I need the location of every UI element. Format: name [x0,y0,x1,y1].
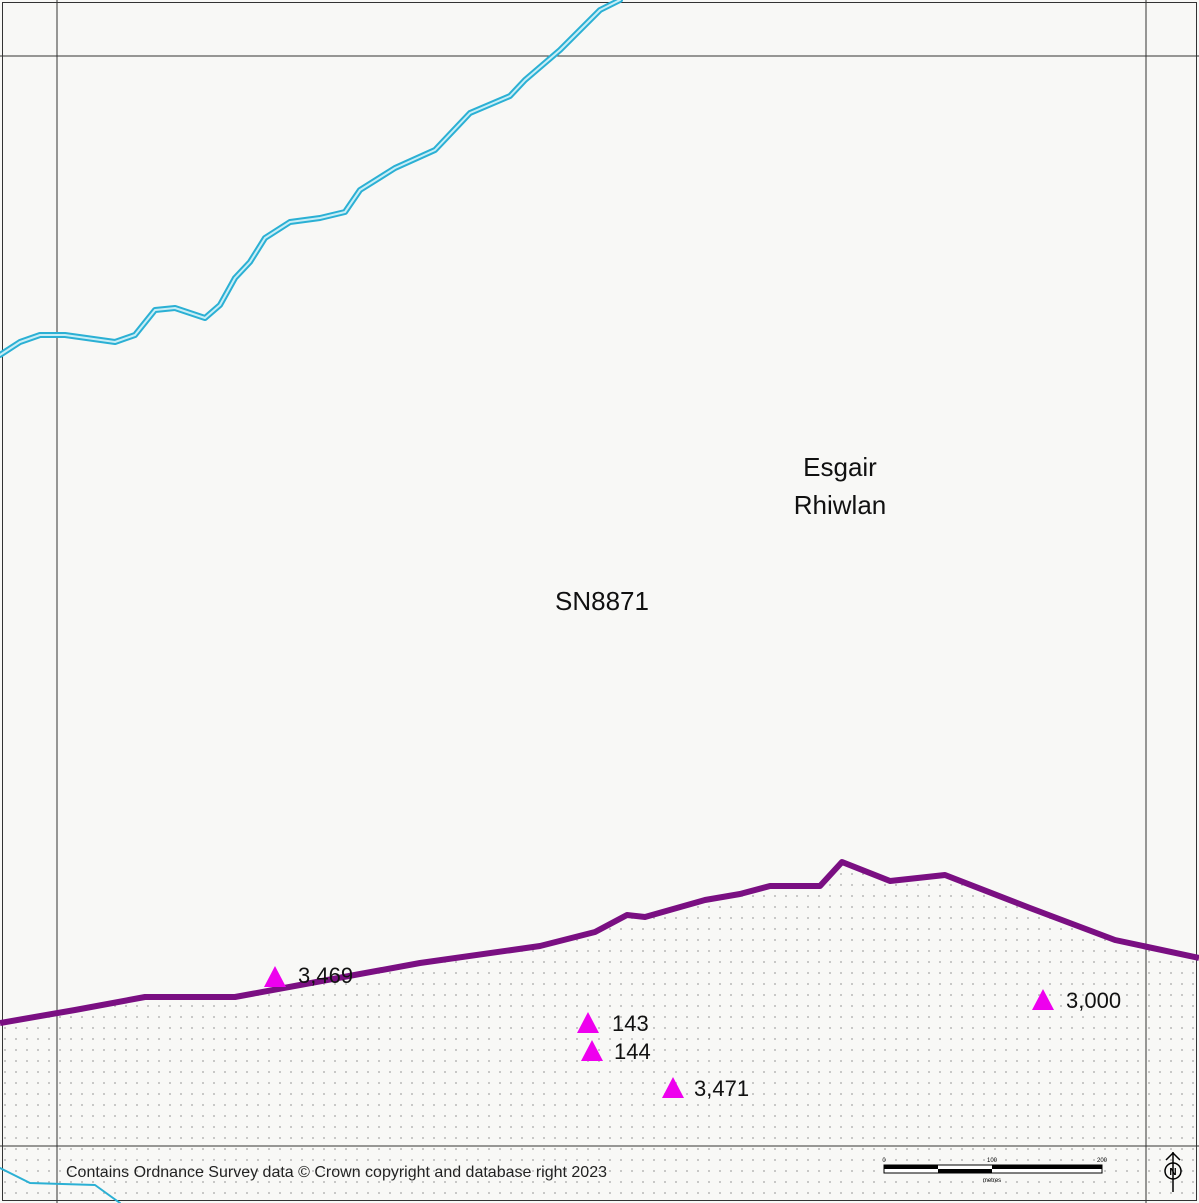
scale-bar-segment [884,1165,938,1169]
spot-height-marker [662,1077,684,1098]
north-label: N [1169,1167,1176,1178]
scale-bar-segment [938,1169,992,1173]
river [0,0,623,1203]
stream [0,1167,121,1203]
spot-height-marker [1032,989,1054,1010]
spot-height-label: 144 [614,1039,651,1064]
spot-height-label: 3,471 [694,1076,749,1101]
scale-unit: metres [983,1178,1001,1184]
scale-tick-label: 200 [1097,1158,1108,1164]
scale-bar-segment [992,1165,1102,1169]
scale-tick-label: 0 [882,1158,886,1164]
north-head [1165,1151,1181,1161]
spot-height-markers [264,966,1054,1098]
grid-reference: SN8871 [555,586,649,616]
place-name: Esgair [803,452,877,482]
north-arrow: N [1164,1151,1182,1192]
river-water [0,0,621,356]
spot-height-marker [581,1040,603,1061]
spot-height-marker [577,1012,599,1033]
spot-height-label: 143 [612,1011,649,1036]
copyright: Contains Ordnance Survey data © Crown co… [66,1164,607,1181]
spot-height-marker [264,966,286,987]
spot-height-label: 3,000 [1066,988,1121,1013]
place-name: Rhiwlan [794,490,887,520]
spot-height-label: 3,469 [298,963,353,988]
dotted-area [0,862,1199,1203]
scale-bar: 0 100 200 metres [882,1158,1107,1184]
boundary [0,859,1199,1026]
scale-tick-label: 100 [987,1158,998,1164]
